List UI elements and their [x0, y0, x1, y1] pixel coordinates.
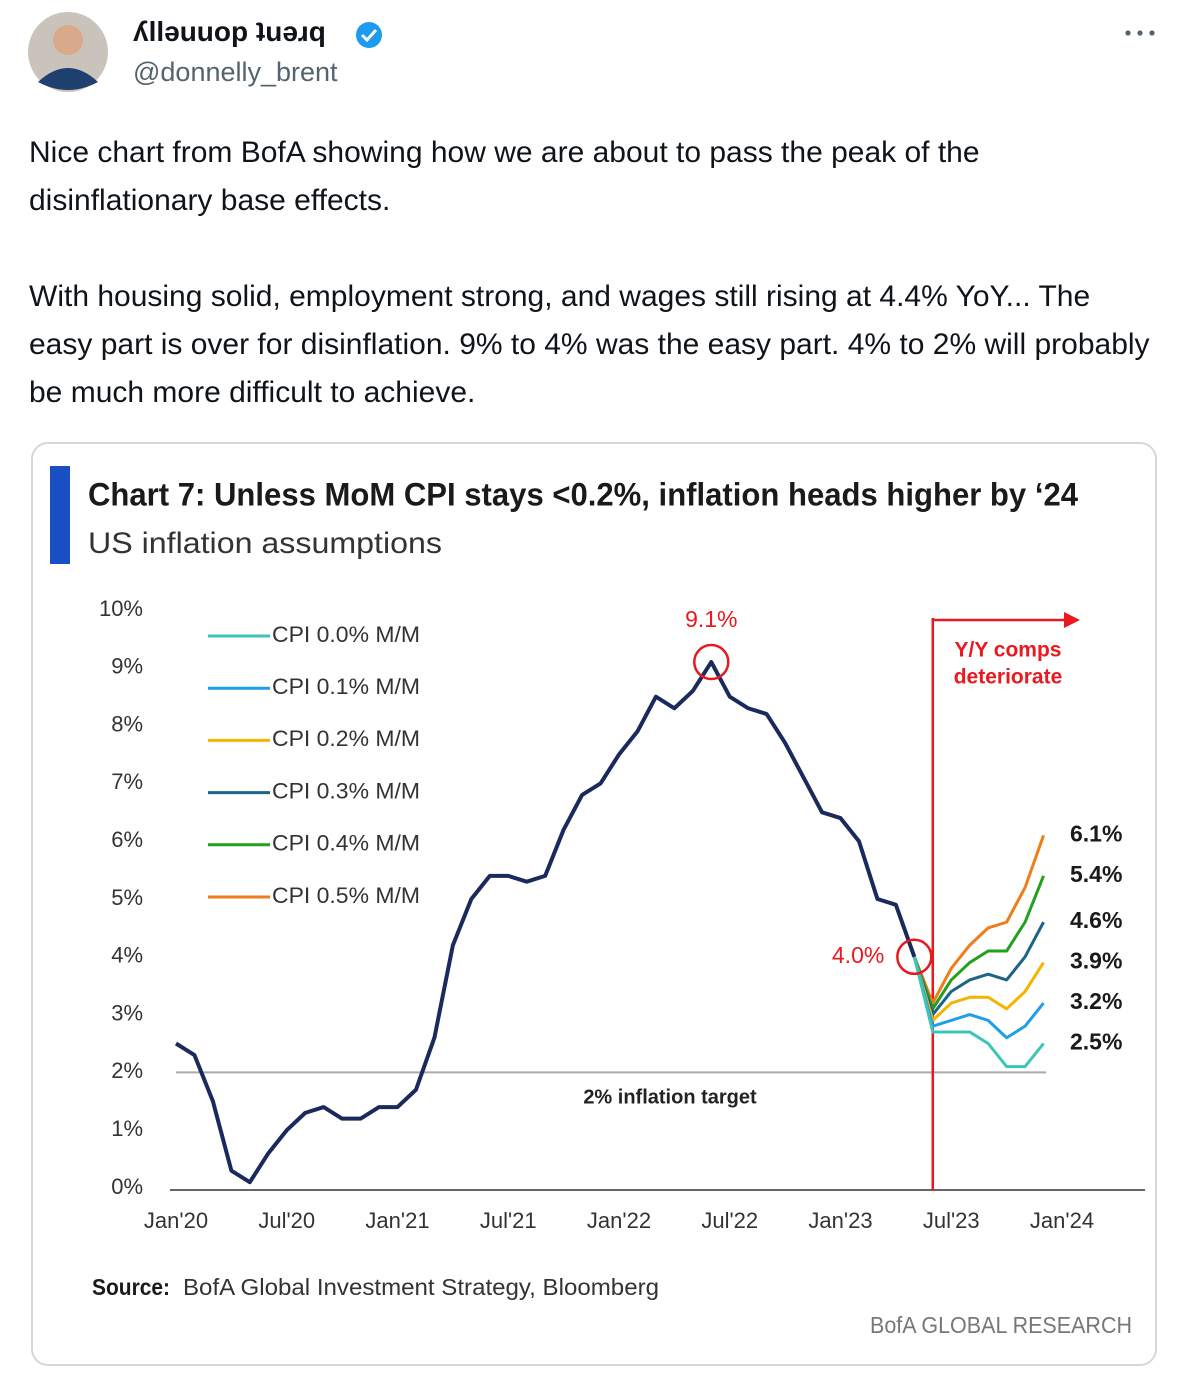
value-label: 3.2% [1070, 988, 1122, 1014]
target-label: 2% inflation target [583, 1087, 757, 1109]
header-graphics [28, 12, 1155, 92]
y-tick-label: 0% [111, 1174, 143, 1199]
y-tick-label: 2% [111, 1058, 143, 1083]
annotation: deteriorate [954, 666, 1063, 689]
x-tick-label: Jan'21 [365, 1208, 429, 1233]
value-label: 4.0% [832, 942, 884, 968]
more-dot[interactable] [1125, 30, 1131, 36]
x-tick-label: Jul'22 [701, 1208, 758, 1233]
legend-label: CPI 0.2% M/M [272, 726, 420, 751]
series-line [174, 660, 917, 1185]
y-tick-label: 6% [111, 827, 143, 852]
more-dot[interactable] [1137, 30, 1143, 36]
annotation: Y/Y comps [955, 639, 1062, 662]
chart-card[interactable] [31, 442, 1157, 1366]
value-label: 4.6% [1070, 907, 1122, 933]
series-line [912, 956, 1045, 1069]
y-tick-label: 5% [111, 885, 143, 910]
highlight-circle [896, 938, 933, 976]
series-line [912, 834, 1045, 1005]
tweet-paragraph: With housing solid, employment strong, a… [29, 280, 1150, 409]
avatar-face [53, 25, 83, 55]
legend-label: CPI 0.3% M/M [272, 778, 420, 803]
x-tick-label: Jan'22 [587, 1208, 651, 1233]
more-dot[interactable] [1149, 30, 1155, 36]
legend-label: CPI 0.1% M/M [272, 674, 420, 699]
x-tick-label: Jul'21 [480, 1208, 537, 1233]
y-tick-label: 3% [111, 1000, 143, 1025]
handle[interactable]: @donnelly_brent [133, 57, 338, 87]
value-label: 2.5% [1070, 1029, 1122, 1055]
chart-subtitle: US inflation assumptions [88, 527, 442, 560]
tweet-paragraph: Nice chart from BofA showing how we are … [29, 136, 980, 217]
x-tick-label: Jan'20 [144, 1208, 208, 1233]
highlight-circle [693, 643, 730, 681]
legend-label: CPI 0.0% M/M [272, 622, 420, 647]
chart-title: Chart 7: Unless MoM CPI stays <0.2%, inf… [88, 476, 1078, 512]
arrow-head [1064, 612, 1080, 628]
display-name[interactable]: ʎllǝuuop ʇuǝɹq [133, 16, 326, 47]
avatar-shirt [38, 68, 98, 90]
source-label: Source: [92, 1274, 170, 1300]
credit: BofA GLOBAL RESEARCH [870, 1312, 1132, 1338]
verified-check [360, 28, 378, 43]
y-tick-label: 8% [111, 711, 143, 736]
series-line [912, 921, 1045, 1017]
series-line [912, 956, 1045, 1022]
y-tick-label: 4% [111, 943, 143, 968]
tweet-header: ʎllǝuuop ʇuǝɹq @donnelly_brent [0, 0, 1184, 110]
legend-label: CPI 0.4% M/M [272, 831, 420, 856]
series-line [912, 875, 1045, 1011]
x-tick-label: Jul'20 [258, 1208, 315, 1233]
tweet-body: Nice chart from BofA showing how we are … [29, 129, 1159, 465]
value-label: 5.4% [1070, 861, 1122, 887]
verified-badge [356, 22, 382, 48]
x-tick-label: Jul'23 [923, 1208, 980, 1233]
title-bar [50, 466, 70, 564]
series-line [912, 956, 1045, 1040]
x-tick-label: Jan'23 [808, 1208, 872, 1233]
y-tick-label: 7% [111, 769, 143, 794]
y-tick-label: 1% [111, 1116, 143, 1141]
y-tick-label: 9% [111, 654, 143, 679]
value-label: 3.9% [1070, 948, 1122, 974]
y-tick-label: 10% [99, 596, 143, 621]
source: BofA Global Investment Strategy, Bloombe… [183, 1274, 659, 1300]
legend-label: CPI 0.5% M/M [272, 883, 420, 908]
x-tick-label: Jan'24 [1030, 1208, 1094, 1233]
value-label: 6.1% [1070, 820, 1122, 846]
value-label: 9.1% [685, 606, 737, 632]
